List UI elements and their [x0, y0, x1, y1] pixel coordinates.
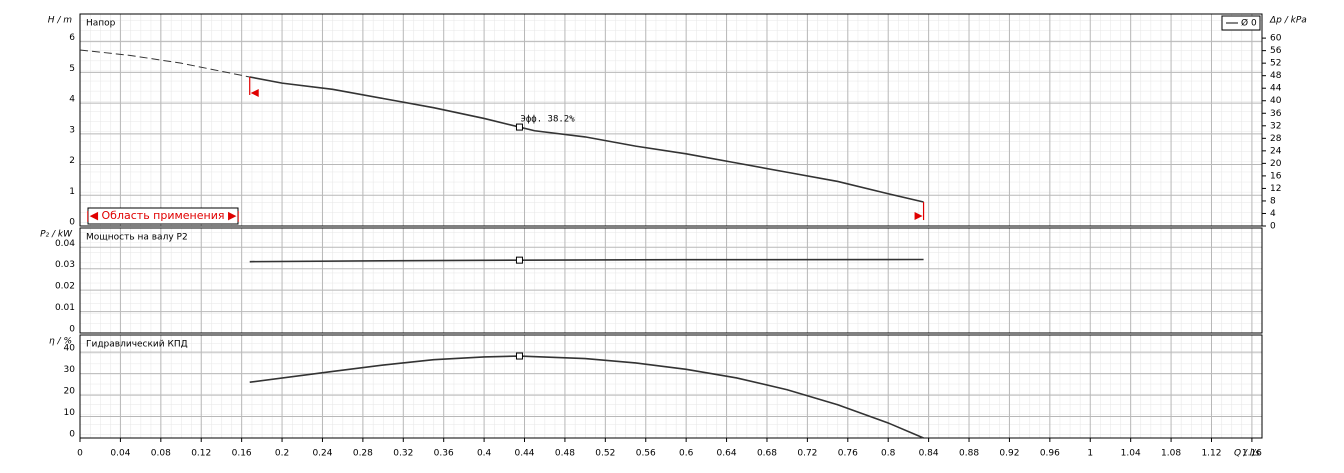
- y-axis-label: P₂ / kW: [40, 230, 73, 240]
- x-tick-label: 0.6: [679, 449, 694, 459]
- y2-tick-label: 56: [1270, 46, 1282, 56]
- x-tick-label: 0.8: [881, 449, 896, 459]
- plot-area: [80, 14, 1262, 226]
- range-start-arrow: [250, 88, 259, 97]
- y-tick-label: 0.02: [55, 282, 75, 292]
- y-tick-label: 0: [69, 430, 75, 440]
- x-tick-label: 0.32: [393, 449, 413, 459]
- y-axis-label: H / m: [48, 16, 73, 26]
- x-tick-label: 0.84: [919, 449, 939, 459]
- x-tick-label: 1.16: [1242, 449, 1262, 459]
- x-tick-label: 0.44: [514, 449, 534, 459]
- curve: [249, 355, 924, 439]
- x-tick-label: 0.56: [636, 449, 656, 459]
- plot-frame: [79, 13, 1263, 227]
- y-axis-label: η / %: [49, 337, 72, 347]
- panel-title: Напор: [86, 19, 116, 29]
- x-tick-label: 0.76: [838, 449, 858, 459]
- range-box: [87, 207, 239, 225]
- x-tick-label: 0: [77, 449, 83, 459]
- x-tick-label: 1.12: [1201, 449, 1221, 459]
- y-tick-label: 3: [69, 125, 75, 135]
- operating-point: [515, 352, 523, 360]
- x-tick-label: 0.68: [757, 449, 777, 459]
- y-tick-label: 1: [69, 187, 75, 197]
- y2-tick-label: 52: [1270, 59, 1281, 69]
- y-tick-label: 4: [69, 95, 75, 105]
- y2-tick-label: 32: [1270, 121, 1281, 131]
- x-tick-label: 1.08: [1161, 449, 1181, 459]
- y2-tick-label: 0: [1270, 222, 1276, 232]
- y-tick-label: 5: [69, 64, 75, 74]
- x-tick-label: 0.28: [353, 449, 373, 459]
- operating-point: [515, 256, 523, 264]
- y2-axis-label: Δp / kPa: [1269, 16, 1307, 26]
- x-tick-label: 0.4: [477, 449, 492, 459]
- y2-tick-label: 12: [1270, 184, 1281, 194]
- x-tick-label: 0.64: [717, 449, 737, 459]
- y-tick-label: 0.01: [55, 303, 75, 313]
- x-tick-label: 1.04: [1121, 449, 1141, 459]
- x-tick-label: 0.72: [797, 449, 817, 459]
- y2-tick-label: 36: [1270, 109, 1282, 119]
- y2-tick-label: 48: [1270, 71, 1282, 81]
- x-tick-label: 0.52: [595, 449, 615, 459]
- plot-frame: [79, 227, 1263, 334]
- x-tick-label: 0.16: [232, 449, 252, 459]
- range-label: |◀ Область применения ▶|: [86, 209, 240, 222]
- x-tick-label: 0.12: [191, 449, 211, 459]
- operating-point: [515, 123, 523, 131]
- legend-label: Ø 0: [1241, 18, 1257, 29]
- x-tick-label: 0.04: [110, 449, 130, 459]
- plot-area: [80, 335, 1262, 438]
- y2-tick-label: 8: [1270, 196, 1276, 206]
- panel-title: Мощность на валу P2: [86, 233, 188, 243]
- y-tick-label: 30: [64, 365, 76, 375]
- y2-tick-label: 60: [1270, 34, 1282, 44]
- x-tick-label: 0.48: [555, 449, 575, 459]
- y-tick-label: 2: [69, 156, 75, 166]
- x-tick-label: 0.92: [999, 449, 1019, 459]
- x-tick-label: 0.36: [434, 449, 454, 459]
- y-tick-label: 0: [69, 325, 75, 335]
- legend-box: [1221, 15, 1261, 31]
- range-end-arrow: [914, 212, 923, 221]
- y2-tick-label: 24: [1270, 146, 1282, 156]
- panel-title: Гидравлический КПД: [86, 340, 188, 350]
- y2-tick-label: 28: [1270, 134, 1282, 144]
- x-tick-label: 1: [1087, 449, 1093, 459]
- y-tick-label: 10: [64, 408, 76, 418]
- operating-point-label: Эфф. 38.2%: [520, 115, 575, 125]
- x-tick-label: 0.2: [275, 449, 289, 459]
- curve: [249, 76, 924, 203]
- y2-tick-label: 4: [1270, 209, 1276, 219]
- y-tick-label: 20: [64, 387, 76, 397]
- x-axis-label: Q / l/s: [1234, 449, 1260, 459]
- y-tick-label: 0: [69, 218, 75, 228]
- x-tick-label: 0.24: [312, 449, 332, 459]
- y-tick-label: 40: [64, 344, 76, 354]
- y-tick-label: 6: [69, 33, 75, 43]
- y2-tick-label: 20: [1270, 159, 1282, 169]
- y-tick-label: 0.04: [55, 239, 75, 249]
- y-tick-label: 0.03: [55, 260, 75, 270]
- y2-tick-label: 16: [1270, 171, 1282, 181]
- x-tick-label: 0.96: [1040, 449, 1060, 459]
- extrapolated-line: [79, 49, 250, 78]
- plot-frame: [79, 334, 1263, 439]
- plot-area: [80, 228, 1262, 333]
- x-tick-label: 0.08: [151, 449, 171, 459]
- y2-tick-label: 40: [1270, 96, 1282, 106]
- x-tick-label: 0.88: [959, 449, 979, 459]
- y2-tick-label: 44: [1270, 84, 1282, 94]
